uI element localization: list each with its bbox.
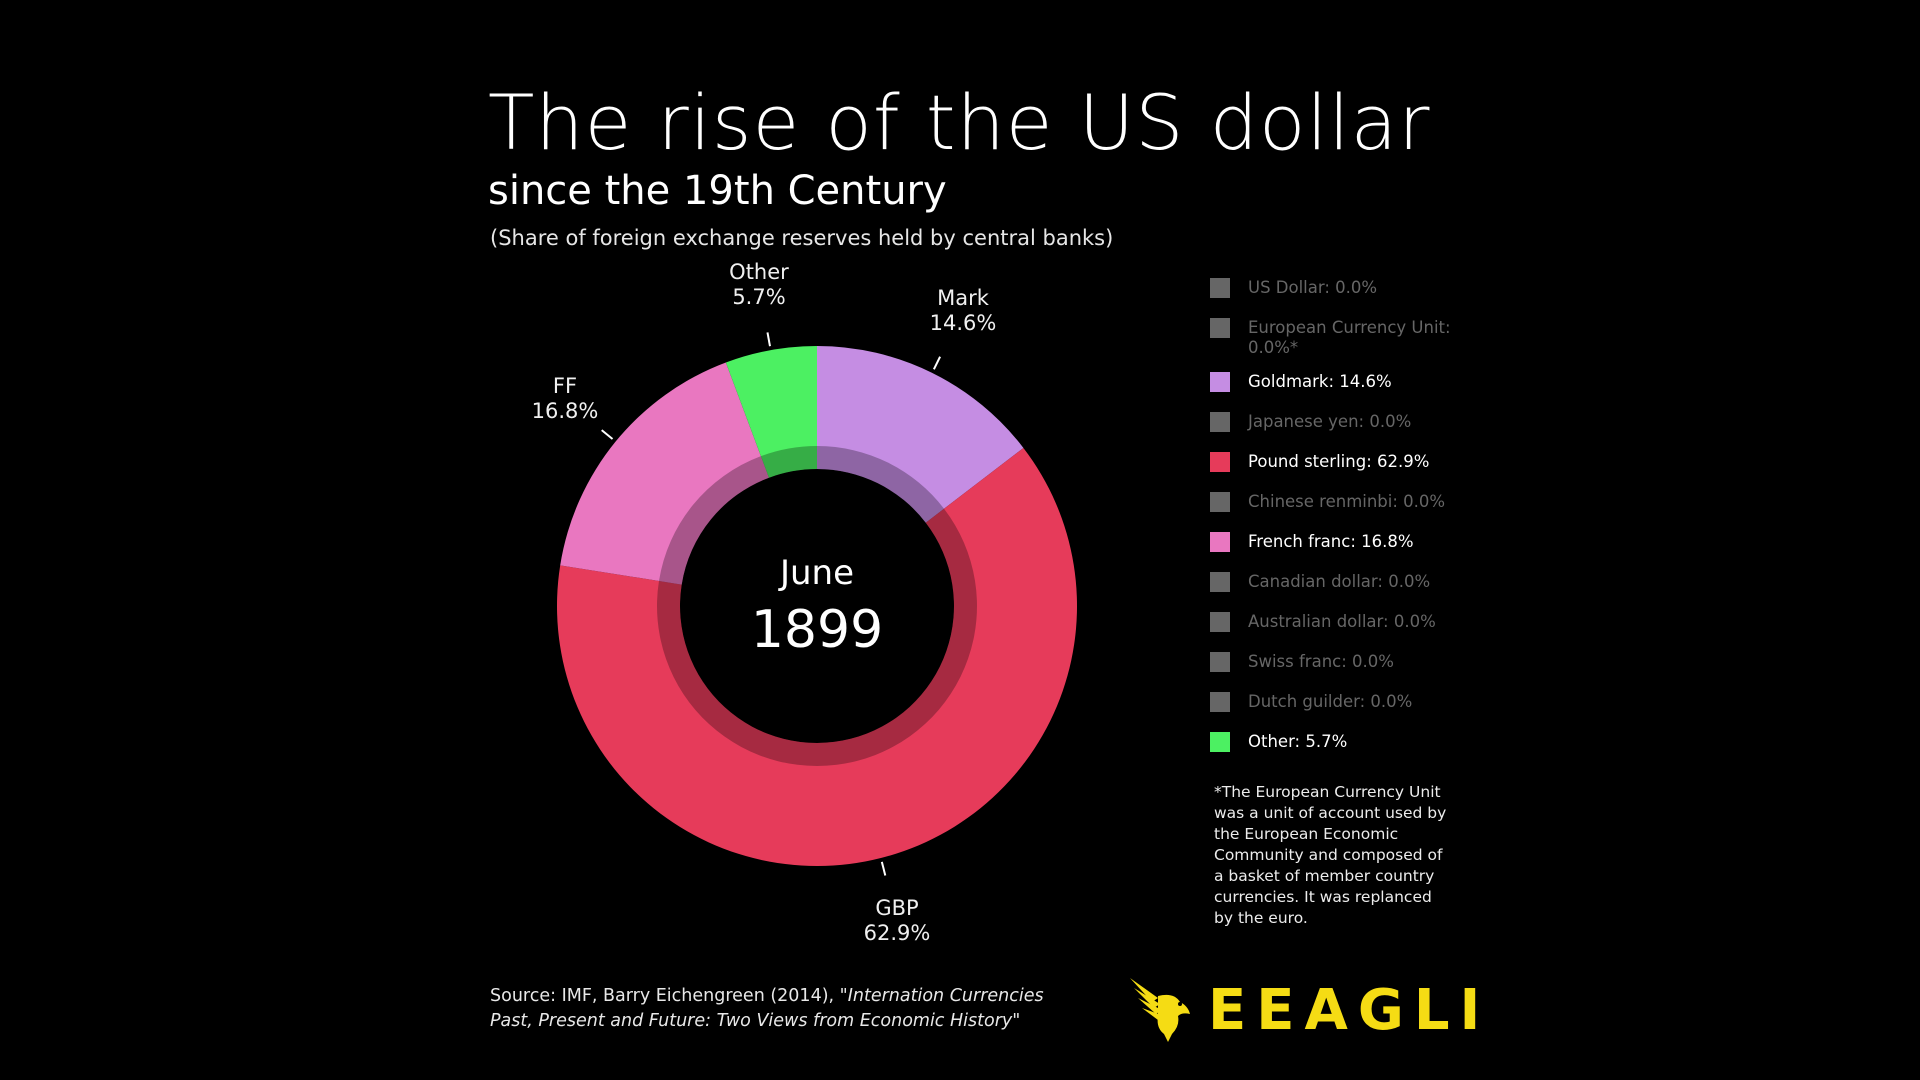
legend-item-chinese-renminbi: Chinese renminbi: 0.0%	[1210, 492, 1470, 512]
legend-label: Chinese renminbi: 0.0%	[1248, 492, 1446, 511]
donut-slice-mark	[817, 346, 1024, 523]
slice-label-value: 5.7%	[732, 285, 786, 309]
legend-swatch	[1210, 532, 1230, 552]
slice-label-value: 62.9%	[863, 921, 931, 945]
legend-label: Canadian dollar: 0.0%	[1248, 572, 1431, 591]
leader-line-gbp	[880, 861, 887, 876]
slice-label-value: 16.8%	[531, 399, 599, 423]
donut-inner-band-mark	[817, 446, 945, 523]
legend-label: Goldmark: 14.6%	[1248, 372, 1392, 391]
slice-label-value: 14.6%	[929, 311, 997, 335]
leader-line-mark	[932, 356, 941, 370]
legend: US Dollar: 0.0% European Currency Unit: …	[1210, 278, 1470, 772]
slice-label-gbp: GBP 62.9%	[837, 896, 957, 946]
legend-item-us-dollar: US Dollar: 0.0%	[1210, 278, 1470, 298]
legend-swatch	[1210, 452, 1230, 472]
legend-item-other: Other: 5.7%	[1210, 732, 1470, 752]
legend-label: Japanese yen: 0.0%	[1248, 412, 1412, 431]
center-year-label: 1899	[750, 600, 884, 660]
leader-line-other	[766, 332, 771, 347]
legend-swatch	[1210, 612, 1230, 632]
donut-chart	[557, 332, 1077, 876]
donut-inner-band-gbp	[657, 508, 977, 766]
legend-label: Dutch guilder: 0.0%	[1248, 692, 1413, 711]
chart-subtitle: since the 19th Century	[488, 168, 947, 214]
legend-label: Australian dollar: 0.0%	[1248, 612, 1436, 631]
donut-inner-band-ff	[658, 456, 769, 585]
source-citation: Source: IMF, Barry Eichengreen (2014), "…	[490, 984, 1090, 1034]
slice-label-mark: Mark 14.6%	[903, 286, 1023, 336]
legend-label: Swiss franc: 0.0%	[1248, 652, 1394, 671]
center-month-label: June	[779, 553, 855, 593]
brand-name: EEAGLI	[1208, 978, 1491, 1043]
slice-label-name: Other	[729, 260, 789, 284]
legend-label: Other: 5.7%	[1248, 732, 1348, 751]
legend-swatch	[1210, 278, 1230, 298]
legend-item-swiss-franc: Swiss franc: 0.0%	[1210, 652, 1470, 672]
legend-item-dutch-guilder: Dutch guilder: 0.0%	[1210, 692, 1470, 712]
legend-item-french-franc: French franc: 16.8%	[1210, 532, 1470, 552]
donut-slice-gbp	[557, 447, 1077, 867]
slice-label-other: Other 5.7%	[699, 260, 819, 310]
eagle-icon	[1130, 978, 1190, 1042]
slice-label-name: FF	[552, 374, 578, 398]
slice-label-ff: FF 16.8%	[505, 374, 625, 424]
legend-item-japanese-yen: Japanese yen: 0.0%	[1210, 412, 1470, 432]
legend-swatch	[1210, 692, 1230, 712]
legend-item-goldmark: Goldmark: 14.6%	[1210, 372, 1470, 392]
donut-slice-other	[725, 346, 817, 478]
slice-label-name: Mark	[937, 286, 989, 310]
legend-swatch	[1210, 572, 1230, 592]
slice-label-name: GBP	[875, 896, 919, 920]
legend-swatch	[1210, 412, 1230, 432]
legend-swatch	[1210, 732, 1230, 752]
source-prefix: Source: IMF, Barry Eichengreen (2014),	[490, 986, 840, 1006]
legend-label: Pound sterling: 62.9%	[1248, 452, 1430, 471]
legend-label: European Currency Unit: 0.0%*	[1248, 318, 1451, 357]
legend-item-australian-dollar: Australian dollar: 0.0%	[1210, 612, 1470, 632]
legend-swatch	[1210, 492, 1230, 512]
legend-item-pound-sterling: Pound sterling: 62.9%	[1210, 452, 1470, 472]
donut-slice-ff	[560, 362, 769, 585]
chart-title: The rise of the US dollar	[488, 78, 1431, 167]
legend-swatch	[1210, 652, 1230, 672]
source-work-title: "Internation Currencies Past, Present an…	[490, 986, 1044, 1031]
legend-label: French franc: 16.8%	[1248, 532, 1414, 551]
leader-line-ff	[601, 429, 614, 440]
legend-item-canadian-dollar: Canadian dollar: 0.0%	[1210, 572, 1470, 592]
legend-swatch	[1210, 372, 1230, 392]
footnote: *The European Currency Unit was a unit o…	[1214, 783, 1447, 927]
chart-subnote: (Share of foreign exchange reserves held…	[490, 226, 1114, 250]
legend-label: US Dollar: 0.0%	[1248, 278, 1378, 297]
legend-swatch	[1210, 318, 1230, 338]
donut-inner-band-other	[760, 446, 817, 478]
legend-item-ecu: European Currency Unit: 0.0%*	[1210, 318, 1470, 358]
